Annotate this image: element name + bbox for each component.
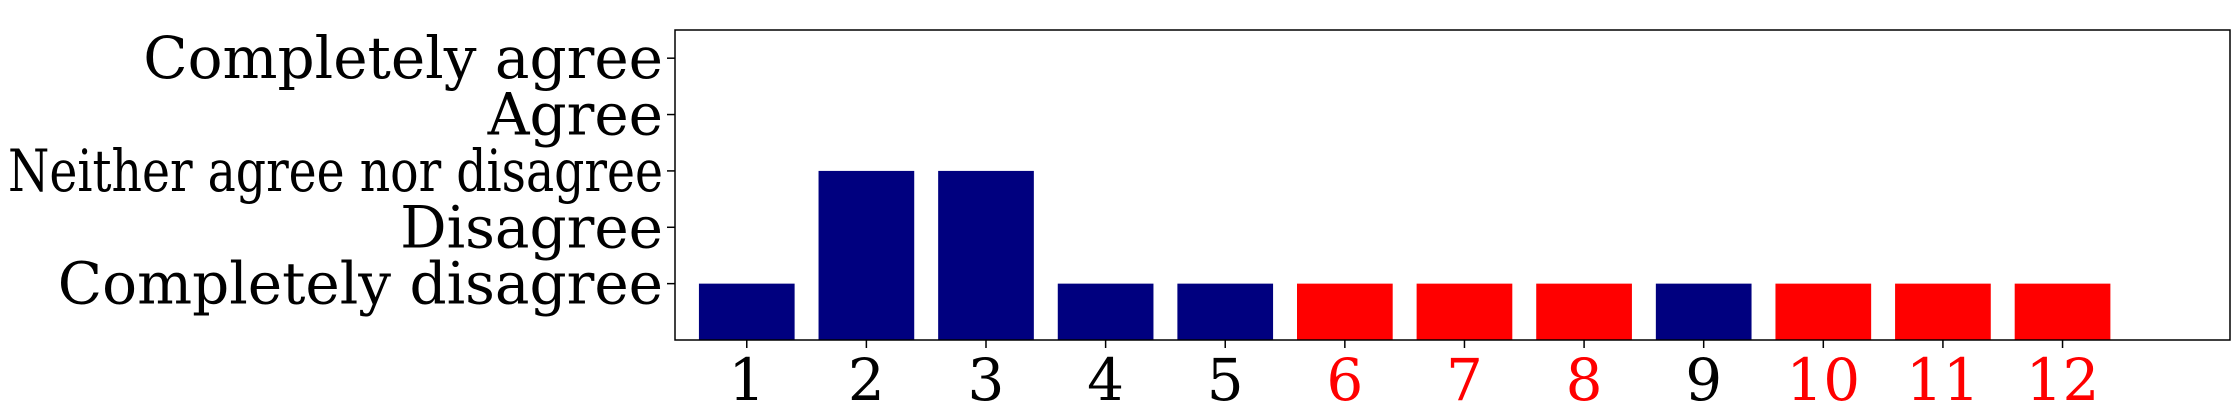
bar-5: [1177, 283, 1274, 340]
bar-2: [818, 170, 915, 340]
y-tick-label-1: Completely disagree: [58, 250, 663, 318]
x-tick-label-7: 7: [1446, 346, 1483, 414]
y-tick-label-4: Agree: [487, 81, 663, 149]
bar-4: [1057, 283, 1154, 340]
bar-6: [1297, 283, 1393, 340]
y-tick-label-2: Disagree: [400, 193, 663, 261]
bar-12: [2014, 283, 2111, 340]
plot-frame: [674, 29, 2231, 341]
x-tick-label-4: 4: [1087, 346, 1124, 414]
x-tick-label-6: 6: [1326, 346, 1363, 414]
bar-8: [1536, 283, 1632, 340]
x-tick-label-11: 11: [1906, 346, 1980, 414]
x-tick-label-8: 8: [1566, 346, 1603, 414]
x-axis: 1 2 3 4 5 6 7 8 9 10 11 12: [728, 340, 2099, 414]
bar-1: [698, 283, 795, 340]
bar-11: [1895, 283, 1991, 340]
bars-group: [698, 170, 2111, 340]
x-tick-label-3: 3: [968, 346, 1005, 414]
bar-10: [1775, 283, 1872, 340]
x-tick-label-1: 1: [728, 346, 765, 414]
x-tick-label-9: 9: [1685, 346, 1722, 414]
bar-7: [1416, 283, 1513, 340]
x-tick-label-5: 5: [1207, 346, 1244, 414]
x-tick-label-2: 2: [848, 346, 885, 414]
bar-3: [938, 170, 1034, 340]
x-tick-label-10: 10: [1786, 346, 1860, 414]
x-tick-label-12: 12: [2026, 346, 2100, 414]
y-tick-label-5: Completely agree: [143, 24, 663, 92]
y-tick-label-3: Neither agree nor disagree: [8, 137, 663, 205]
bar-9: [1655, 283, 1752, 340]
